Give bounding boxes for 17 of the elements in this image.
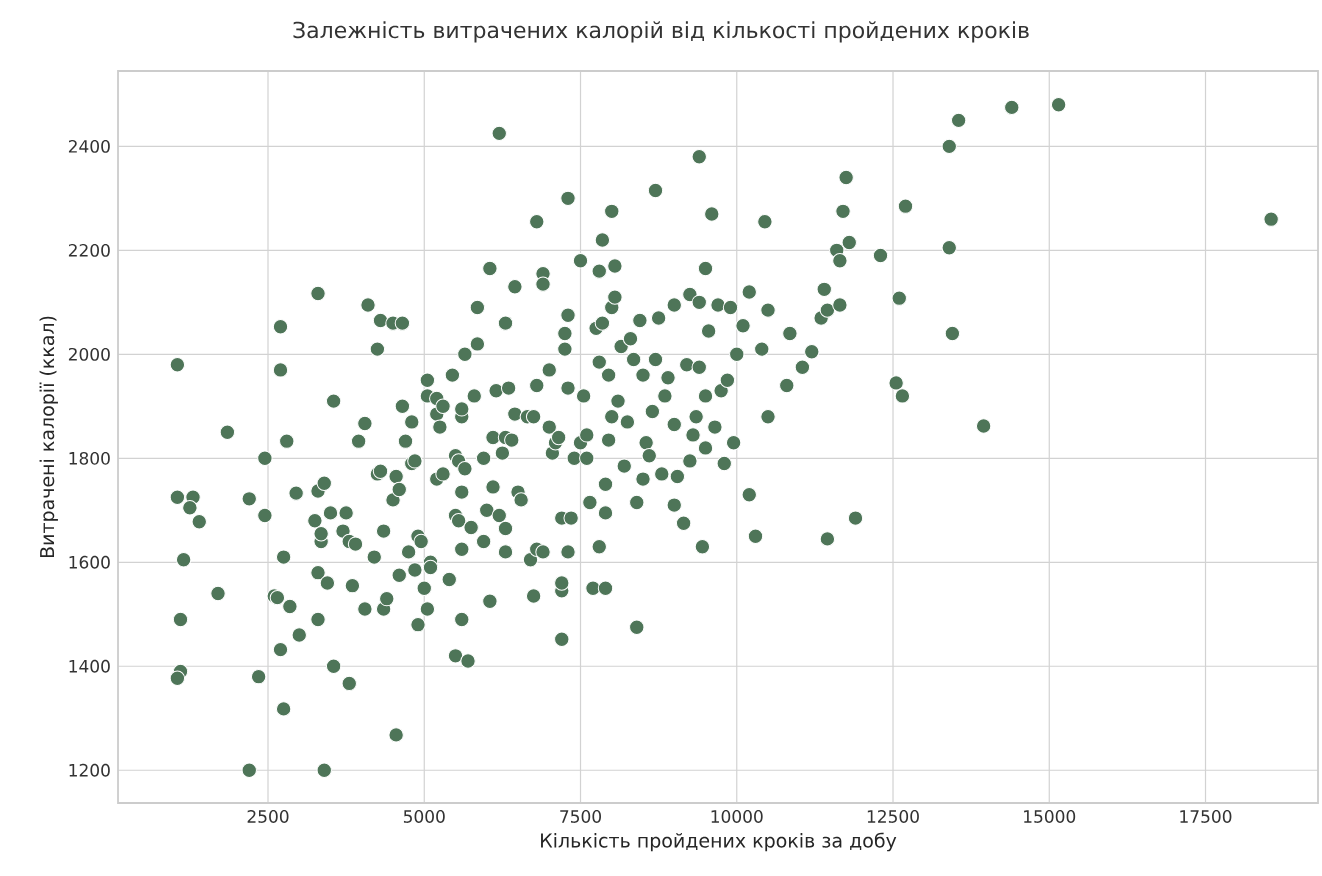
x-tick-label: 10000 — [711, 810, 763, 823]
y-tick-label: 2400 — [68, 139, 110, 153]
x-tick-label: 12500 — [867, 810, 919, 823]
y-tick-label: 2200 — [68, 243, 110, 257]
y-tick-label: 2000 — [68, 347, 110, 361]
chart-title: Залежність витрачених калорій від кількості пройдених кроків — [293, 21, 1029, 43]
y-tick-label: 1600 — [69, 555, 110, 569]
y-axis-title: Витрачені калорії (ккал) — [39, 316, 58, 558]
y-tick-label: 1800 — [69, 451, 110, 465]
y-tick-label: 1200 — [69, 763, 110, 777]
x-tick-label: 15000 — [1024, 810, 1076, 823]
x-tick-label: 5000 — [403, 810, 445, 823]
x-tick-label: 7500 — [560, 810, 601, 823]
x-tick-label: 17500 — [1180, 810, 1232, 823]
y-tick-label: 1400 — [69, 659, 110, 673]
x-tick-label: 2500 — [247, 810, 289, 823]
x-axis-title: Кількість пройдених кроків за добу — [541, 832, 897, 852]
